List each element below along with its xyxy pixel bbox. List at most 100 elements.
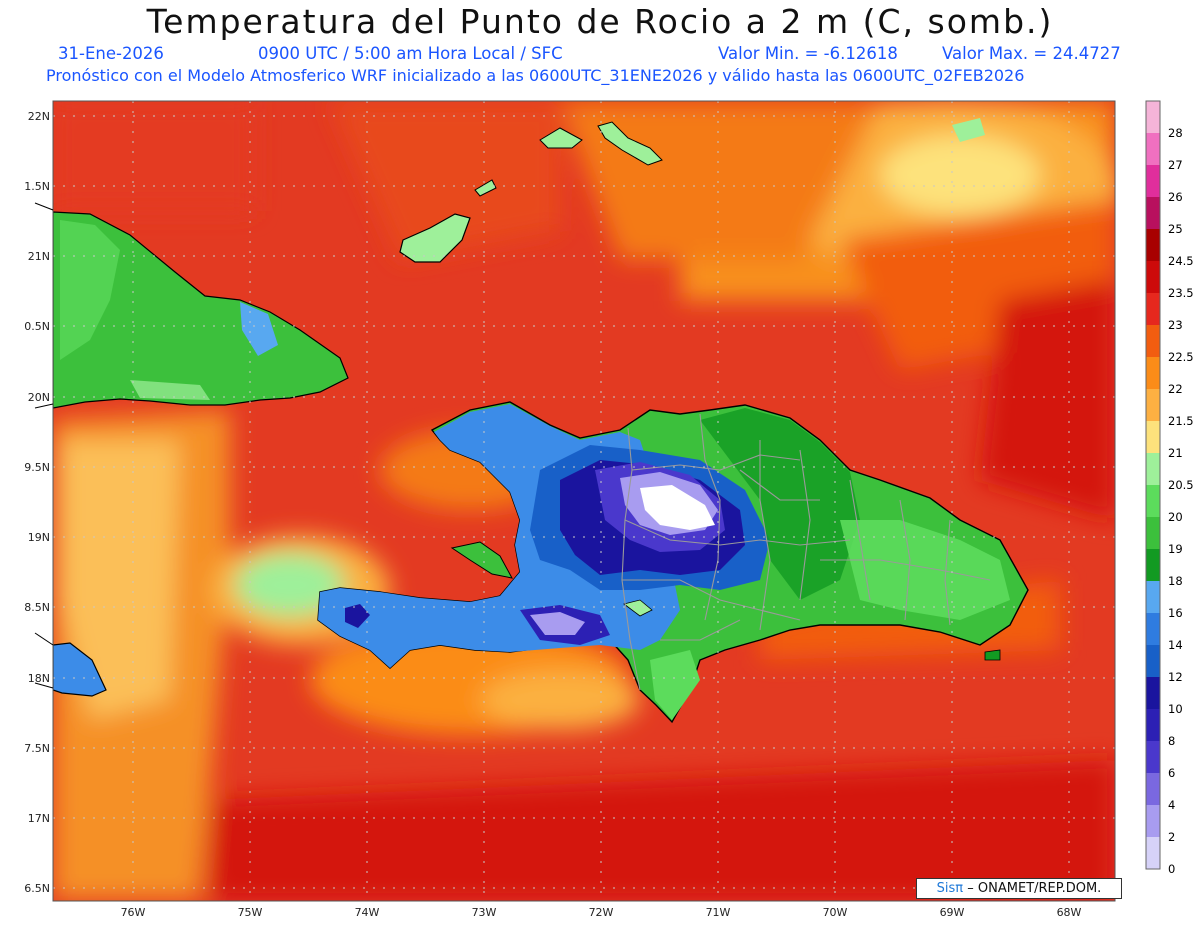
colorbar-swatch <box>1146 357 1160 389</box>
caicos-island <box>539 127 583 149</box>
colorbar-label: 14 <box>1168 638 1183 652</box>
colorbar-swatch <box>1146 133 1160 165</box>
lon-label: 74W <box>355 906 380 919</box>
lon-label: 70W <box>823 906 848 919</box>
colorbar-swatch <box>1146 485 1160 517</box>
colorbar-label: 4 <box>1168 798 1175 812</box>
graticule <box>53 101 1115 901</box>
colorbar-swatch <box>1146 325 1160 357</box>
colorbar-label: 12 <box>1168 670 1183 684</box>
lat-label: 17N <box>28 812 50 825</box>
colorbar-swatch <box>1146 837 1160 869</box>
sispi-logo: Sisπ <box>936 881 964 896</box>
lat-label: 8.5N <box>24 601 50 614</box>
colorbar-label: 23.5 <box>1168 286 1194 300</box>
colorbar-label: 28 <box>1168 126 1183 140</box>
min-value: Valor Min. = -6.12618 <box>718 44 898 63</box>
colorbar-label: 27 <box>1168 158 1183 172</box>
lake-enriquillo <box>623 599 653 617</box>
colorbar-label: 19 <box>1168 542 1183 556</box>
colorbar-label: 8 <box>1168 734 1175 748</box>
color-legend: 2827262524.523.52322.52221.52120.5201918… <box>1145 100 1194 876</box>
colorbar-swatch <box>1146 229 1160 261</box>
colorbar-swatch <box>1146 165 1160 197</box>
lon-label: 68W <box>1057 906 1082 919</box>
colorbar-swatch <box>1146 741 1160 773</box>
province-boundaries <box>621 413 991 691</box>
lon-label: 72W <box>589 906 614 919</box>
coast-stubs <box>34 202 54 689</box>
valid-date: 31-Ene-2026 <box>58 44 164 63</box>
colorbar-label: 10 <box>1168 702 1183 716</box>
colorbar-swatch <box>1146 773 1160 805</box>
colorbar-label: 20 <box>1168 510 1183 524</box>
colorbar-label: 22 <box>1168 382 1183 396</box>
colorbar-label: 23 <box>1168 318 1183 332</box>
colorbar-swatch <box>1146 293 1160 325</box>
colorbar-swatch <box>1146 261 1160 293</box>
max-value: Valor Max. = 24.4727 <box>942 44 1121 63</box>
colorbar-swatch <box>1146 453 1160 485</box>
colorbar-label: 6 <box>1168 766 1175 780</box>
lon-label: 73W <box>472 906 497 919</box>
lat-label: 7.5N <box>24 742 50 755</box>
lat-label: 6.5N <box>24 882 50 895</box>
colorbar-label: 21 <box>1168 446 1183 460</box>
offshore-green-patch <box>952 118 985 142</box>
colorbar-label: 24.5 <box>1168 254 1194 268</box>
lat-axis: 22N 1.5N 21N 0.5N 20N 9.5N 19N 8.5N 18N … <box>24 110 50 895</box>
great-inagua-island <box>399 213 471 263</box>
turks-island <box>597 121 663 166</box>
plot-frame <box>52 100 1116 902</box>
lat-label: 19N <box>28 531 50 544</box>
colorbar-label: 25 <box>1168 222 1183 236</box>
colorbar-swatch <box>1146 421 1160 453</box>
ocean-field <box>53 101 1115 901</box>
colorbar-label: 20.5 <box>1168 478 1194 492</box>
lat-label: 20N <box>28 391 50 404</box>
colorbar-swatch <box>1146 517 1160 549</box>
lon-label: 75W <box>238 906 263 919</box>
hispaniola-landmass <box>317 401 1029 724</box>
colorbar-swatch <box>1146 101 1160 133</box>
lat-label: 1.5N <box>24 180 50 193</box>
shaded-field <box>53 101 1115 901</box>
lon-label: 76W <box>121 906 146 919</box>
colorbar-swatch <box>1146 645 1160 677</box>
colorbar-label: 16 <box>1168 606 1183 620</box>
cuba-landmass <box>53 211 349 409</box>
colorbar-swatch <box>1146 805 1160 837</box>
colorbar-frame <box>1145 100 1161 870</box>
valid-time: 0900 UTC / 5:00 am Hora Local / SFC <box>258 44 563 63</box>
colorbar-swatch <box>1146 581 1160 613</box>
lon-axis: 76W 75W 74W 73W 72W 71W 70W 69W 68W <box>121 906 1082 919</box>
colorbar-swatch <box>1146 709 1160 741</box>
lat-label: 9.5N <box>24 461 50 474</box>
colorbar-label: 22.5 <box>1168 350 1194 364</box>
gonave-island <box>450 541 513 579</box>
colorbar-label: 2 <box>1168 830 1175 844</box>
colorbar-swatch <box>1146 389 1160 421</box>
lat-label: 0.5N <box>24 320 50 333</box>
lat-label: 18N <box>28 672 50 685</box>
lon-label: 71W <box>706 906 731 919</box>
colorbar-label: 26 <box>1168 190 1183 204</box>
credit-text: – ONAMET/REP.DOM. <box>967 881 1102 896</box>
jamaica-landmass <box>53 642 107 697</box>
colorbar-swatch <box>1146 197 1160 229</box>
map-title: Temperatura del Punto de Rocio a 2 m (C,… <box>146 2 1054 41</box>
lat-label: 22N <box>28 110 50 123</box>
lat-label: 21N <box>28 250 50 263</box>
lon-label: 69W <box>940 906 965 919</box>
colorbar-swatch <box>1146 549 1160 581</box>
colorbar-label: 0 <box>1168 862 1175 876</box>
credit-box: Sisπ – ONAMET/REP.DOM. <box>916 878 1122 899</box>
colorbar-label: 21.5 <box>1168 414 1194 428</box>
colorbar-swatch <box>1146 613 1160 645</box>
forecast-info: Pronóstico con el Modelo Atmosferico WRF… <box>46 66 1025 85</box>
little-inagua-island <box>474 179 497 197</box>
colorbar-label: 18 <box>1168 574 1183 588</box>
colorbar-swatch <box>1146 677 1160 709</box>
saona-island <box>984 649 1001 661</box>
